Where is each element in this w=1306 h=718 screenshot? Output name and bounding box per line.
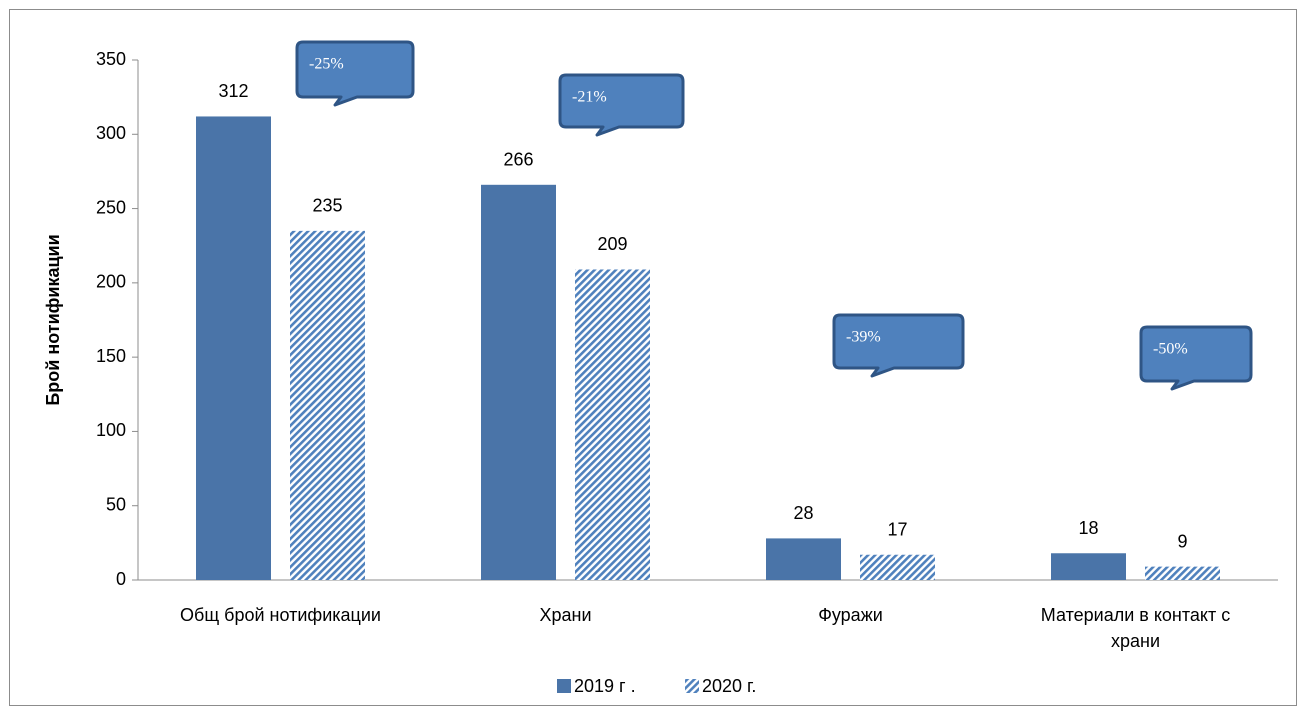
- x-tick-label: Фуражи: [818, 605, 883, 625]
- chart-frame: [9, 9, 1297, 706]
- bar: [766, 538, 841, 580]
- y-tick-label: 0: [116, 569, 126, 589]
- y-tick-label: 350: [96, 49, 126, 69]
- y-tick-label: 250: [96, 197, 126, 217]
- y-tick-label: 100: [96, 420, 126, 440]
- legend-label: 2020 г.: [702, 676, 756, 696]
- value-label: 28: [793, 503, 813, 523]
- value-label: 17: [887, 519, 907, 539]
- value-label: 312: [218, 81, 248, 101]
- legend-label: 2019 г .: [574, 676, 636, 696]
- legend-swatch: [685, 679, 699, 693]
- callout-label: -50%: [1153, 341, 1188, 358]
- callout: [295, 40, 415, 107]
- y-tick-label: 150: [96, 346, 126, 366]
- callout: [1139, 325, 1253, 391]
- value-label: 18: [1078, 518, 1098, 538]
- callout-label: -39%: [846, 329, 881, 346]
- callout: [558, 73, 685, 137]
- y-tick-label: 50: [106, 494, 126, 514]
- y-tick-label: 300: [96, 123, 126, 143]
- value-label: 235: [312, 196, 342, 216]
- value-label: 9: [1177, 531, 1187, 551]
- callout: [832, 313, 965, 378]
- bar: [196, 116, 271, 580]
- y-tick-label: 200: [96, 272, 126, 292]
- legend-swatch: [557, 679, 571, 693]
- bar: [1051, 553, 1126, 580]
- bar: [1145, 566, 1220, 580]
- value-label: 266: [503, 150, 533, 170]
- bar: [290, 230, 365, 580]
- bar: [575, 269, 650, 580]
- bar: [481, 184, 556, 581]
- callout-label: -25%: [309, 56, 344, 73]
- y-axis-label: Брой нотификации: [43, 234, 63, 405]
- bar: [860, 554, 935, 580]
- value-label: 209: [597, 234, 627, 254]
- callout-label: -21%: [572, 89, 607, 106]
- x-tick-label: Общ брой нотификации: [180, 605, 381, 625]
- x-tick-label: Храни: [539, 605, 592, 625]
- x-tick-label: Материали в контакт с храни: [1040, 605, 1231, 651]
